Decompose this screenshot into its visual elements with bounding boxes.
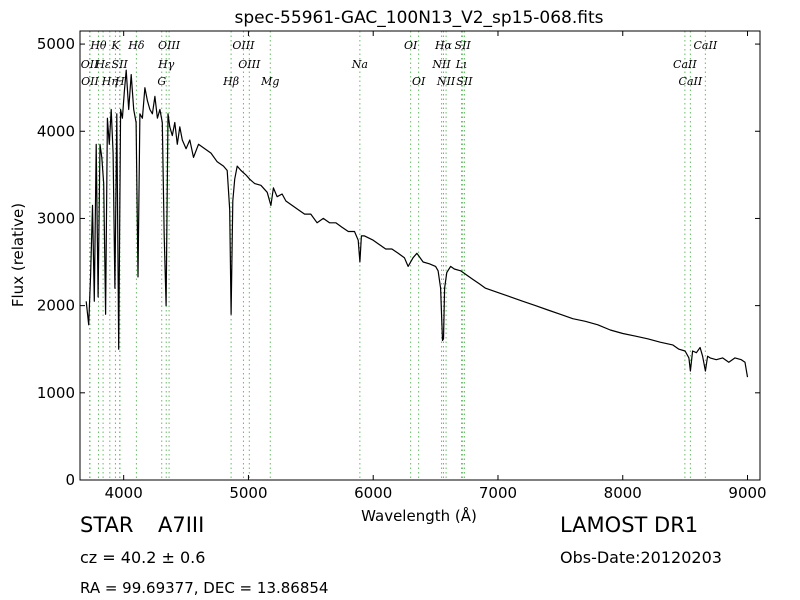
- line-label: OIII: [238, 58, 261, 71]
- line-label: Hα: [434, 39, 453, 52]
- line-label: Lι: [455, 58, 468, 71]
- line-label: OIII: [158, 39, 181, 52]
- line-label: Hε: [94, 58, 111, 71]
- line-label: NII: [436, 75, 456, 88]
- line-label: SII: [455, 39, 472, 52]
- x-tick-label: 5000: [229, 484, 267, 502]
- survey-name: LAMOST DR1: [560, 513, 699, 537]
- coordinates: RA = 99.69377, DEC = 13.86854: [80, 579, 329, 597]
- line-label: Hη: [101, 75, 119, 88]
- line-label: OI: [412, 75, 426, 88]
- line-label: Mg: [260, 75, 279, 88]
- x-tick-label: 8000: [604, 484, 642, 502]
- line-label: Hθ: [89, 39, 107, 52]
- y-tick-label: 2000: [37, 297, 75, 315]
- x-tick-label: 7000: [479, 484, 517, 502]
- line-label: OI: [404, 39, 418, 52]
- x-axis-ticks: 4000 5000 6000 7000 8000 9000: [105, 31, 767, 502]
- y-tick-label: 1000: [37, 384, 75, 402]
- y-tick-label: 3000: [37, 209, 75, 227]
- x-axis-label: Wavelength (Å): [361, 506, 477, 525]
- plot-frame: [79, 30, 761, 481]
- line-label: OIII: [232, 39, 255, 52]
- redshift-value: cz = 40.2 ± 0.6: [80, 548, 206, 567]
- object-subclass: A7III: [158, 513, 205, 537]
- y-tick-label: 0: [65, 471, 75, 489]
- observation-date: Obs-Date:20120203: [560, 548, 722, 567]
- x-tick-label: 9000: [728, 484, 766, 502]
- y-axis-ticks: 0 1000 2000 3000 4000 5000: [37, 35, 760, 489]
- line-label: K: [110, 39, 120, 52]
- line-label: CaII: [694, 39, 718, 52]
- line-label: Na: [351, 58, 368, 71]
- spectrum-line: [85, 69, 749, 378]
- line-label: SII: [456, 75, 473, 88]
- line-label: G: [157, 75, 166, 88]
- line-label: Hβ: [222, 75, 239, 88]
- line-label: OII: [81, 75, 99, 88]
- line-markers: [89, 31, 706, 480]
- line-label: H: [114, 75, 125, 88]
- x-tick-label: 4000: [105, 484, 143, 502]
- y-tick-label: 5000: [37, 35, 75, 53]
- chart-title: spec-55961-GAC_100N13_V2_sp15-068.fits: [234, 8, 603, 28]
- y-axis-label: Flux (relative): [9, 203, 27, 307]
- series-group: [85, 69, 749, 378]
- line-label: NII: [431, 58, 451, 71]
- line-label: OII: [81, 58, 99, 71]
- y-tick-label: 4000: [37, 122, 75, 140]
- x-tick-label: 6000: [354, 484, 392, 502]
- line-label: CaII: [673, 58, 697, 71]
- line-label: Hγ: [157, 58, 175, 71]
- line-label: Hδ: [127, 39, 145, 52]
- line-label: SII: [112, 58, 129, 71]
- object-type: STAR: [80, 513, 134, 537]
- line-label: CaII: [679, 75, 703, 88]
